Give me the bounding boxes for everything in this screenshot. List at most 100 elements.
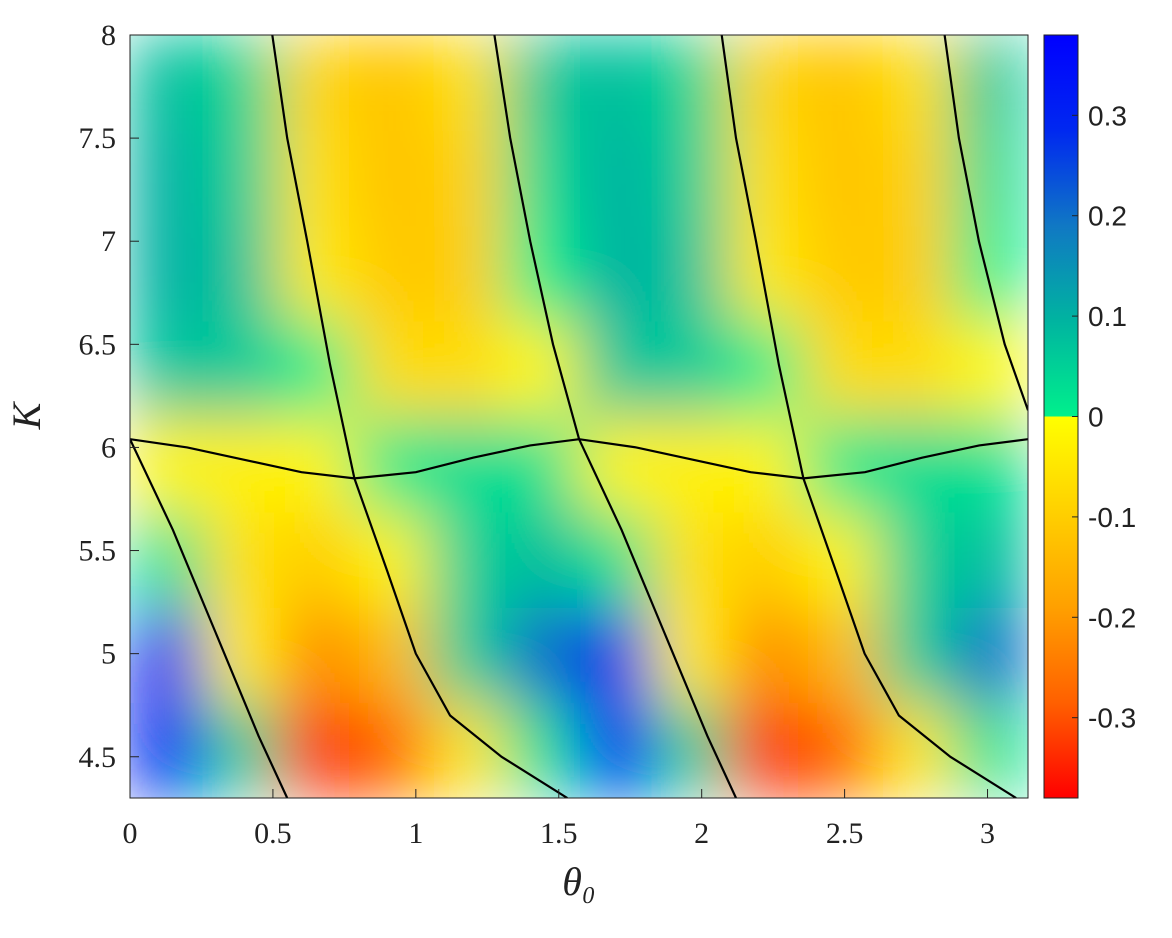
heatmap-cell bbox=[877, 606, 954, 704]
heatmap-cell bbox=[803, 416, 879, 513]
zero-contour bbox=[802, 478, 1017, 798]
heatmap-cell bbox=[503, 702, 580, 798]
heatmap-cell bbox=[130, 35, 206, 131]
heatmap-cell bbox=[503, 320, 580, 417]
zero-contour bbox=[271, 35, 356, 479]
heatmap-cell bbox=[952, 129, 1028, 227]
heatmap-cell bbox=[428, 129, 505, 227]
heatmap-cell bbox=[204, 702, 281, 798]
heatmap-cell bbox=[877, 35, 954, 131]
heatmap-cell bbox=[428, 320, 505, 417]
heatmap-cell bbox=[354, 129, 430, 227]
heatmap-cell bbox=[803, 702, 879, 798]
y-tick-label: 6.5 bbox=[79, 328, 117, 361]
y-tick-label: 8 bbox=[101, 19, 116, 52]
heatmap-cell bbox=[728, 129, 804, 227]
heatmap-cell bbox=[428, 35, 505, 131]
heatmap-cell bbox=[653, 606, 730, 704]
heatmap-cell bbox=[952, 35, 1028, 131]
colorbar-tick-label: -0.1 bbox=[1088, 502, 1136, 533]
y-tick-label: 5 bbox=[101, 638, 116, 671]
heatmap-cell bbox=[653, 320, 730, 417]
x-tick-label: 2.5 bbox=[826, 817, 864, 850]
y-tick-label: 6 bbox=[101, 431, 116, 464]
heatmap-cell bbox=[279, 35, 355, 131]
heatmap-cell bbox=[578, 129, 655, 227]
heatmap-cell bbox=[803, 225, 879, 322]
heatmap-cell bbox=[130, 606, 206, 704]
heatmap-cells bbox=[130, 35, 1028, 798]
heatmap-cell bbox=[428, 225, 505, 322]
heatmap-cell bbox=[204, 511, 281, 608]
x-tick-label: 1 bbox=[408, 817, 423, 850]
zero-contour bbox=[943, 35, 1028, 411]
heatmap-cell bbox=[354, 416, 430, 513]
heatmap-cell bbox=[952, 606, 1028, 704]
x-tick-label: 1.5 bbox=[540, 817, 578, 850]
heatmap-cell bbox=[578, 320, 655, 417]
heatmap-cell bbox=[952, 320, 1028, 417]
heatmap-cell bbox=[578, 225, 655, 322]
heatmap-cell bbox=[653, 511, 730, 608]
heatmap-cell bbox=[578, 511, 655, 608]
heatmap-cell bbox=[279, 702, 355, 798]
y-tick-label: 4.5 bbox=[79, 741, 117, 774]
heatmap-cell bbox=[653, 702, 730, 798]
colorbar-tick-label: -0.2 bbox=[1088, 602, 1136, 633]
heatmap-cell bbox=[952, 511, 1028, 608]
zero-contour bbox=[130, 438, 289, 798]
heatmap-cell bbox=[130, 702, 206, 798]
heatmap-cell bbox=[803, 511, 879, 608]
heatmap-cell bbox=[503, 35, 580, 131]
heatmap-cell bbox=[503, 416, 580, 513]
heatmap-cell bbox=[653, 129, 730, 227]
heatmap-cell bbox=[279, 606, 355, 704]
heatmap-cell bbox=[803, 606, 879, 704]
heatmap-cell bbox=[204, 606, 281, 704]
zero-contour bbox=[720, 35, 805, 479]
heatmap-cell bbox=[130, 320, 206, 417]
heatmap-cell bbox=[204, 35, 281, 131]
heatmap-cell bbox=[728, 511, 804, 608]
heatmap-cell bbox=[354, 225, 430, 322]
heatmap-cell bbox=[728, 35, 804, 131]
x-tick-label: 2 bbox=[694, 817, 709, 850]
heatmap-cell bbox=[578, 35, 655, 131]
colorbar-tick-label: 0 bbox=[1088, 402, 1104, 433]
heatmap-cell bbox=[877, 320, 954, 417]
heatmap-cell bbox=[503, 511, 580, 608]
y-axis-label: K bbox=[4, 400, 49, 430]
heatmap-cell bbox=[952, 702, 1028, 798]
y-tick-label: 5.5 bbox=[79, 535, 117, 568]
x-tick-label: 3 bbox=[980, 817, 995, 850]
heatmap-cell bbox=[728, 320, 804, 417]
heatmap-cell bbox=[877, 511, 954, 608]
heatmap-cell bbox=[653, 225, 730, 322]
heatmap-cell bbox=[578, 702, 655, 798]
heatmap-cell bbox=[279, 129, 355, 227]
y-tick-label: 7.5 bbox=[79, 122, 117, 155]
axes: 0 0.5 1 1.5 2 2.5 3 4.5 5 5.5 6 6.5 7 7.5 8 -0.3 -0.2 -0.… bbox=[79, 19, 1137, 850]
heatmap-cell bbox=[279, 225, 355, 322]
heatmap-cell bbox=[728, 225, 804, 322]
heatmap-cell bbox=[503, 129, 580, 227]
zero-contour bbox=[353, 478, 568, 798]
colorbar-tick-label: 0.3 bbox=[1088, 100, 1127, 131]
x-tick-label: 0.5 bbox=[254, 817, 292, 850]
heatmap-cell bbox=[578, 606, 655, 704]
heatmap-cell bbox=[803, 129, 879, 227]
x-tick-label: 0 bbox=[123, 817, 138, 850]
heatmap-cell bbox=[728, 702, 804, 798]
heatmap-cell bbox=[803, 320, 879, 417]
heatmap-area bbox=[130, 35, 1028, 798]
heatmap-cell bbox=[503, 606, 580, 704]
contours bbox=[130, 35, 1028, 798]
heatmap-cell bbox=[130, 129, 206, 227]
zero-contour bbox=[493, 35, 581, 440]
heatmap-cell bbox=[728, 606, 804, 704]
heatmap-cell bbox=[803, 35, 879, 131]
heatmap-cell bbox=[130, 225, 206, 322]
y-tick-label: 7 bbox=[101, 225, 116, 258]
heatmap-cell bbox=[130, 511, 206, 608]
